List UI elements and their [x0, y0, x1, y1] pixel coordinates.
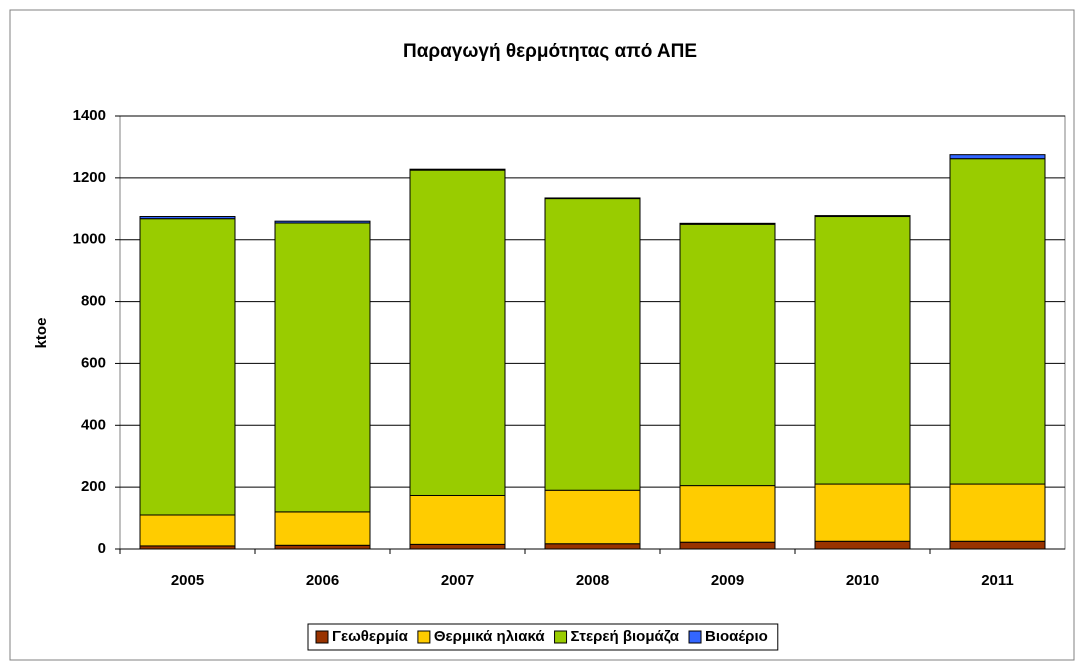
bar-segment — [409, 543, 506, 550]
bar-segment — [139, 218, 236, 516]
bar-segment — [544, 543, 641, 550]
bar-segment — [544, 489, 641, 545]
x-tick-label: 2011 — [981, 572, 1014, 589]
legend-swatch — [554, 630, 568, 644]
legend-box — [307, 623, 779, 651]
legend-swatch — [417, 630, 431, 644]
bar-segment — [814, 215, 911, 218]
y-tick-label: 1200 — [73, 169, 106, 186]
legend-label: Βιοαέριο — [705, 628, 768, 645]
y-axis-label: ktoe — [33, 318, 50, 349]
bar-segment — [949, 158, 1046, 485]
x-tick-label: 2006 — [306, 572, 339, 589]
y-tick-label: 200 — [81, 478, 106, 495]
legend-label: Θερμικά ηλιακά — [434, 628, 545, 645]
y-tick-label: 1400 — [73, 107, 106, 124]
x-tick-label: 2007 — [441, 572, 474, 589]
bar-segment — [139, 514, 236, 547]
y-tick-label: 1000 — [73, 231, 106, 248]
bar-segment — [274, 544, 371, 550]
bar-segment — [139, 216, 236, 220]
legend: Γεωθερμία Θερμικά ηλιακά Στερεή βιομάζα Βιο… — [307, 623, 779, 651]
bar-segment — [274, 511, 371, 546]
bar-segment — [814, 483, 911, 542]
legend-label: Στερεή βιομάζα — [571, 628, 680, 645]
bar-segment — [949, 540, 1046, 550]
y-tick-label: 0 — [98, 540, 106, 557]
bar-segment — [814, 540, 911, 550]
chart-title: Παραγωγή θερμότητας από ΑΠΕ — [403, 41, 697, 62]
bar-segment — [679, 485, 776, 543]
bar-segment — [949, 483, 1046, 542]
bar-segment — [409, 168, 506, 171]
bar-segment — [814, 216, 911, 485]
y-tick-label: 600 — [81, 354, 106, 371]
x-tick-label: 2010 — [846, 572, 879, 589]
bar-segment — [409, 169, 506, 496]
x-tick-label: 2005 — [171, 572, 204, 589]
legend-label: Γεωθερμία — [332, 628, 409, 645]
bar-segment — [409, 494, 506, 545]
bar-segment — [274, 220, 371, 224]
bar-segment — [544, 197, 641, 200]
x-tick-label: 2008 — [576, 572, 609, 589]
bar-segment — [274, 222, 371, 513]
y-tick-label: 800 — [81, 293, 106, 310]
bar-segment — [949, 154, 1046, 160]
y-tick-label: 400 — [81, 416, 106, 433]
x-tick-label: 2009 — [711, 572, 744, 589]
bar-segment — [679, 223, 776, 487]
bar-segment — [679, 541, 776, 550]
legend-swatch — [315, 630, 329, 644]
legend-swatch — [688, 630, 702, 644]
bar-segment — [679, 222, 776, 225]
bar-segment — [544, 198, 641, 491]
